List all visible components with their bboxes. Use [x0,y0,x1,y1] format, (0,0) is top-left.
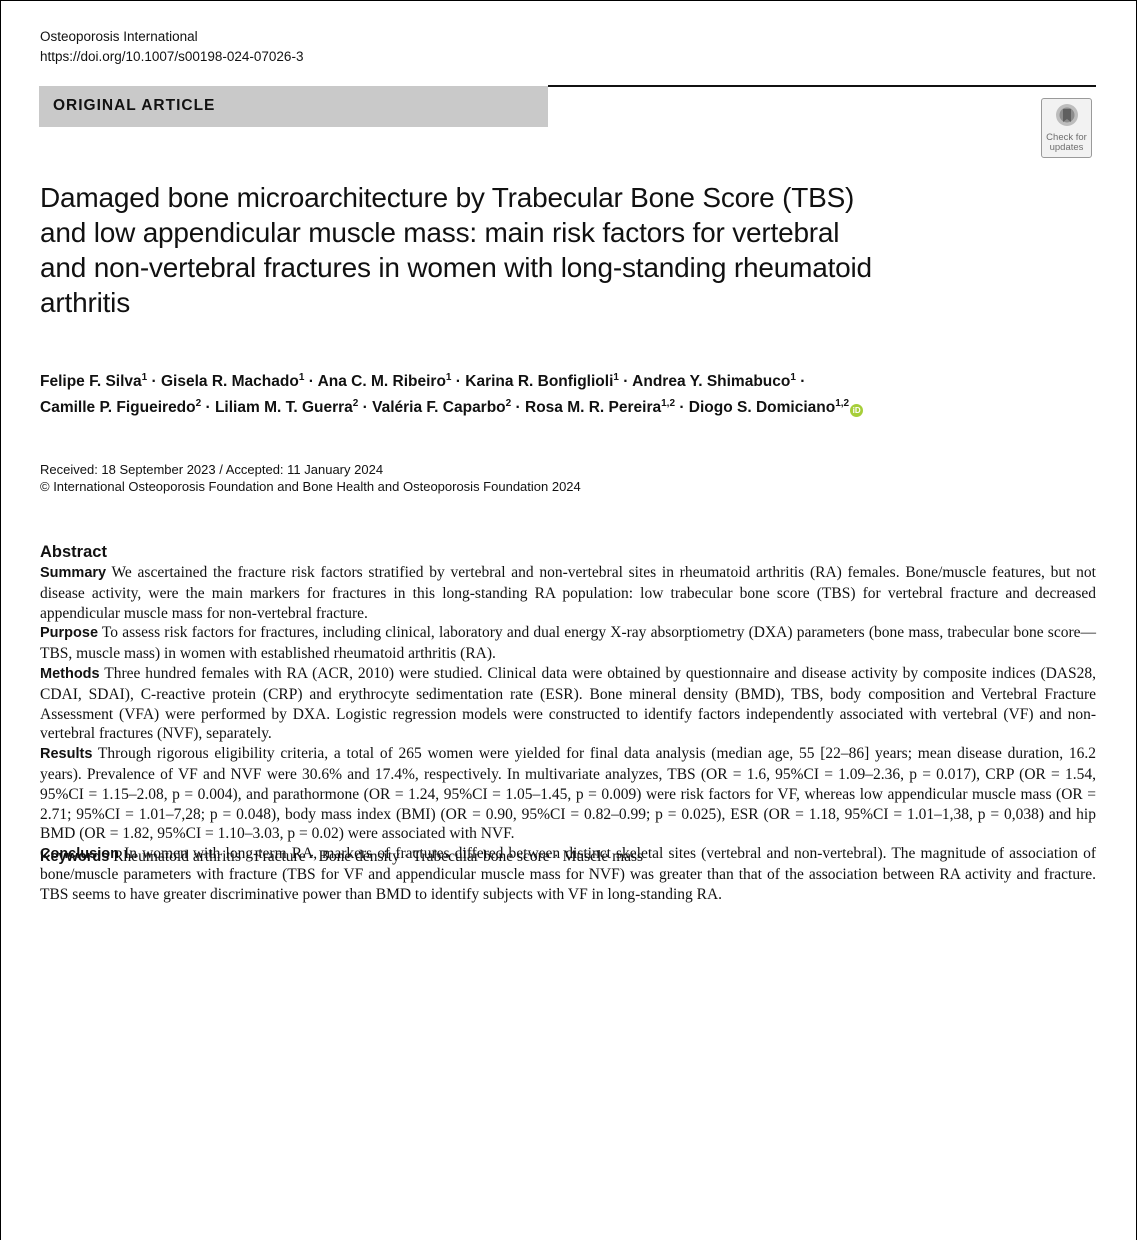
doi-link[interactable]: https://doi.org/10.1007/s00198-024-07026… [40,49,304,64]
publication-dates: Received: 18 September 2023 / Accepted: … [40,461,581,495]
affiliation-marker: 1 [445,372,452,383]
author-name: Ana C. M. Ribeiro1 [317,372,452,391]
author-name: Camille P. Figueiredo2 [40,398,202,417]
affiliation-marker: 1 [141,372,148,383]
author-name: Diogo S. Domiciano1,2 [688,398,850,417]
bookmark-icon [1055,103,1079,134]
title-line: and low appendicular muscle mass: main r… [40,217,840,248]
received-accepted: Received: 18 September 2023 / Accepted: … [40,462,384,477]
title-line: arthritis [40,287,130,318]
author-line-1: Felipe F. Silva1 · Gisela R. Machado1 · … [40,369,863,395]
affiliation-marker: 1 [613,372,619,383]
affiliation-marker: 2 [352,398,359,409]
author-name: Valéria F. Caparbo2 [372,398,512,417]
affiliation-marker: 1 [790,372,796,383]
abstract-heading: Abstract [40,543,107,561]
author-separator: · [451,373,466,390]
affiliation-marker: 2 [195,398,202,409]
affiliation-marker: 2 [505,398,512,409]
author-separator: · [304,373,318,390]
abstract-purpose: Purpose To assess risk factors for fract… [40,624,1096,663]
author-name: Gisela R. Machado1 [161,372,305,391]
author-list: Felipe F. Silva1 · Gisela R. Machado1 · … [40,369,864,421]
author-separator: · [358,399,373,416]
article-title: Damaged bone microarchitecture by Trabec… [40,180,1040,320]
header-rule [548,85,1096,87]
orcid-icon[interactable]: iD [850,404,864,417]
author-separator: · [618,373,633,390]
article-type-banner: ORIGINAL ARTICLE [39,86,548,127]
abstract-summary: Summary We ascertained the fracture risk… [40,564,1096,622]
affiliation-marker: 1 [298,372,305,383]
journal-header: Osteoporosis International https://doi.o… [40,27,303,67]
journal-name: Osteoporosis International [40,29,198,44]
affiliation-marker: 1,2 [835,398,850,409]
title-line: and non-vertebral fractures in women wit… [40,252,872,283]
abstract: Abstract Summary We ascertained the frac… [40,541,1096,905]
abstract-methods: Methods Three hundred females with RA (A… [40,664,1096,743]
keywords: Keywords Rheumatoid arthritis · Fracture… [40,848,643,866]
keywords-label: Keywords [40,849,110,865]
abstract-conclusion: Conclusion In women with long-term RA, m… [40,845,1097,903]
abstract-results: Results Through rigorous eligibility cri… [40,745,1096,843]
title-line: Damaged bone microarchitecture by Trabec… [40,182,855,213]
check-for-updates-label: Check for updates [1046,132,1087,153]
affiliation-marker: 1,2 [661,398,676,409]
author-name: Liliam M. T. Guerra2 [214,398,359,417]
keywords-text: Rheumatoid arthritis · Fracture · Bone d… [113,848,644,865]
author-name: Felipe F. Silva1 [40,372,148,391]
copyright-notice: © International Osteoporosis Foundation … [40,479,581,494]
author-separator: · [675,399,689,416]
author-separator: · [147,373,161,390]
author-name: Rosa M. R. Pereira1,2 [525,398,676,417]
author-line-2: Camille P. Figueiredo2 · Liliam M. T. Gu… [40,395,864,421]
author-separator: · [511,399,525,416]
check-for-updates-button[interactable]: Check for updates [1041,98,1092,158]
author-name: Karina R. Bonfiglioli1 [465,372,619,391]
author-name: Andrea Y. Shimabuco1 [632,372,796,391]
author-separator: · [201,399,215,416]
author-separator: · [795,373,806,390]
